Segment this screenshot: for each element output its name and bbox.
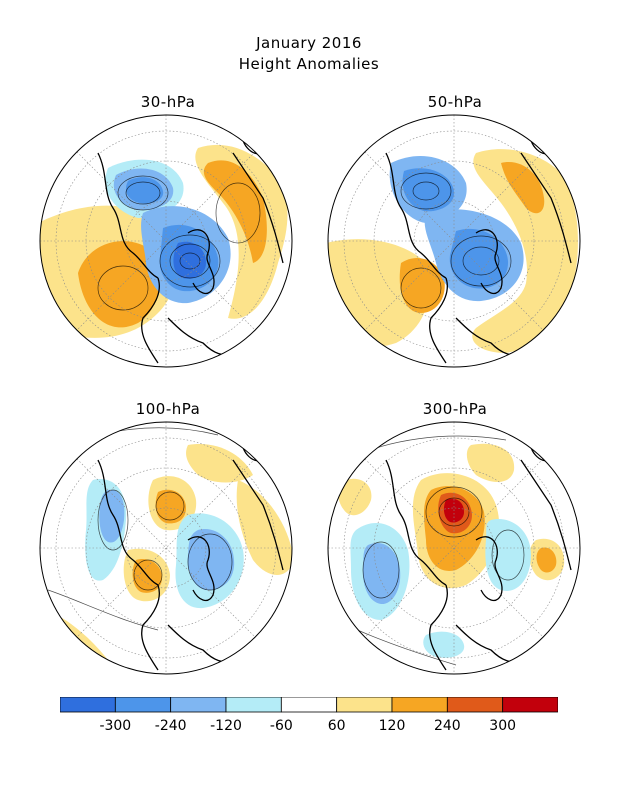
legend-swatch: [170, 697, 227, 713]
anomaly-negative-region: [362, 542, 401, 605]
anomaly-negative-region: [449, 228, 509, 289]
anomaly-negative-region: [125, 177, 164, 204]
legend-swatch: [446, 697, 504, 713]
anomaly-positive-region: [155, 489, 186, 524]
anomaly-positive-region: [536, 547, 557, 573]
anomaly-positive-region: [466, 443, 515, 482]
legend-swatch: [391, 697, 448, 713]
anomaly-negative-region: [402, 168, 455, 212]
graticule: [328, 422, 580, 674]
anomaly-positive-region: [501, 162, 545, 214]
graticule: [40, 422, 292, 674]
panel-label-100hpa: 100-hPa: [135, 400, 201, 418]
anomaly-negative-region: [187, 529, 235, 591]
panel-label-50hpa: 50-hPa: [427, 93, 483, 111]
legend-swatch: [502, 697, 558, 713]
map-300hpa: [327, 421, 581, 675]
graticule: [40, 115, 292, 367]
legend-swatch: [225, 697, 282, 713]
map-50hpa: [327, 114, 581, 368]
panel-label-300hpa: 300-hPa: [422, 400, 488, 418]
color-legend: -300 -240 -120 -60 60 120 240 300: [60, 697, 558, 734]
anomaly-positive-region: [399, 258, 445, 313]
map-100hpa: [39, 421, 293, 675]
legend-label: -300: [99, 718, 131, 734]
anomaly-negative-region: [99, 489, 125, 543]
legend-swatch: [336, 697, 393, 713]
legend-label: 240: [434, 718, 461, 734]
legend-label: 300: [489, 718, 516, 734]
legend-label: 60: [328, 718, 346, 734]
anomaly-negative-region: [423, 631, 465, 658]
coastlines: [385, 434, 572, 671]
anomaly-positive-region: [338, 478, 372, 516]
anomaly-positive-region: [78, 241, 161, 328]
figure-title: January 2016: [256, 34, 362, 52]
legend-swatch: [60, 697, 116, 713]
map-30hpa: [39, 114, 293, 368]
anomaly-positive-region: [236, 480, 292, 575]
legend-label: 120: [379, 718, 406, 734]
legend-swatch: [114, 697, 172, 713]
legend-label: -60: [270, 718, 293, 734]
figure-subtitle: Height Anomalies: [238, 55, 380, 73]
legend-label: -120: [210, 718, 242, 734]
panel-label-30hpa: 30-hPa: [140, 93, 196, 111]
anomaly-positive-region: [186, 444, 253, 483]
graticule: [328, 115, 580, 367]
legend-label: -240: [155, 718, 187, 734]
anomaly-negative-region: [173, 241, 206, 279]
legend-swatch: [280, 697, 338, 713]
